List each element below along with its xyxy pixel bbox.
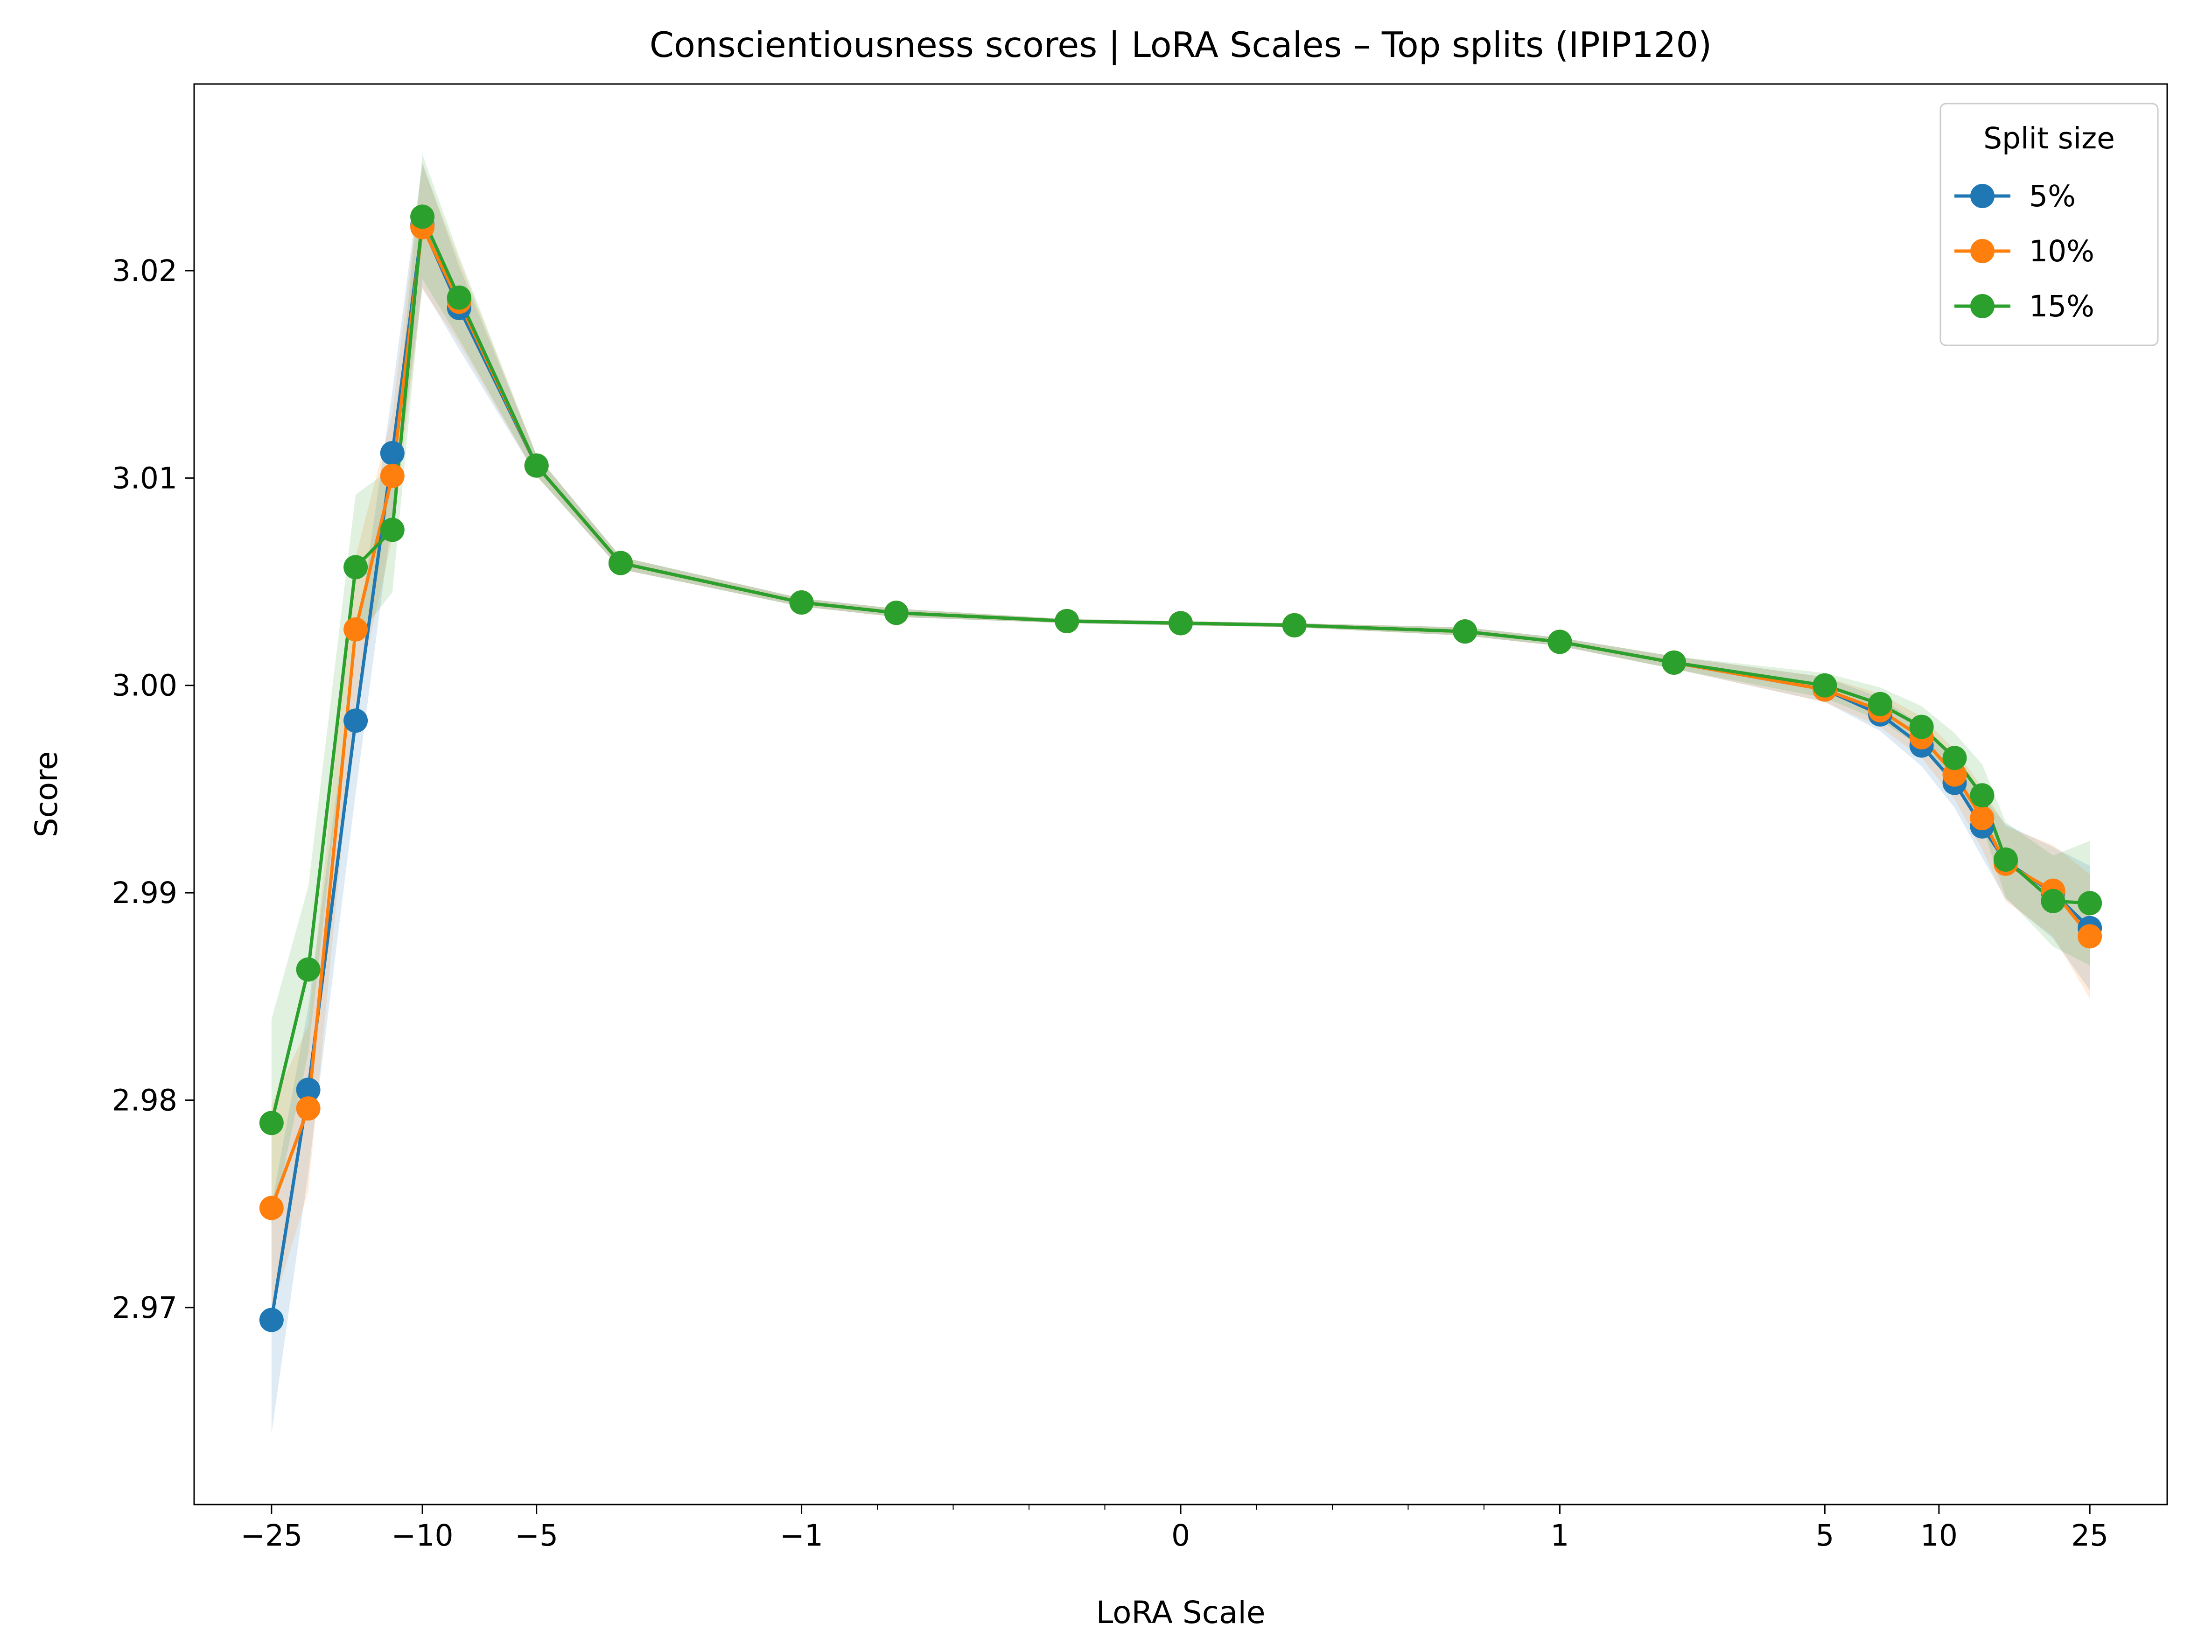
data-point-1 — [259, 1308, 284, 1332]
data-point-3 — [380, 518, 405, 542]
data-point-2 — [2078, 924, 2102, 949]
data-point-3 — [1547, 630, 1572, 654]
y-tick-label: 2.98 — [112, 1083, 177, 1117]
data-point-3 — [1453, 619, 1477, 644]
data-point-3 — [789, 590, 814, 615]
legend: Split size 5% 10% 15% — [1939, 103, 2159, 346]
chart-title: Conscientiousness scores | LoRA Scales –… — [650, 24, 1712, 65]
x-axis: −25 −10 −5 −1 0 1 5 10 25 — [240, 1505, 2108, 1553]
data-point-2 — [380, 463, 405, 488]
data-point-3 — [296, 957, 321, 982]
data-point-3 — [1909, 714, 1934, 739]
x-tick-label: −10 — [392, 1519, 454, 1553]
points-layer — [259, 204, 2102, 1332]
data-point-3 — [1868, 692, 1893, 716]
data-point-3 — [1169, 611, 1193, 636]
data-point-3 — [608, 551, 633, 575]
x-tick-label: 5 — [1815, 1519, 1834, 1553]
data-point-2 — [343, 617, 368, 642]
y-axis: 2.97 2.98 2.99 3.00 3.01 3.02 — [112, 254, 194, 1325]
confidence-band-3 — [271, 154, 2090, 1227]
data-point-1 — [296, 1078, 321, 1102]
data-point-3 — [2078, 891, 2102, 916]
legend-label-3: 15% — [2029, 289, 2094, 323]
y-tick-label: 2.99 — [112, 876, 177, 910]
legend-marker-1 — [1970, 184, 1995, 208]
data-point-3 — [1813, 673, 1837, 698]
data-point-3 — [1662, 650, 1686, 675]
x-tick-label: 1 — [1550, 1519, 1569, 1553]
data-point-3 — [259, 1111, 284, 1135]
x-tick-label: 0 — [1171, 1519, 1190, 1553]
x-tick-label: −5 — [515, 1519, 558, 1553]
y-tick-label: 3.00 — [112, 669, 177, 703]
plot-area — [259, 154, 2102, 1434]
legend-box — [1939, 103, 2159, 346]
data-point-3 — [884, 601, 909, 625]
legend-marker-2 — [1970, 239, 1995, 263]
data-point-2 — [296, 1096, 321, 1121]
data-point-3 — [447, 285, 471, 310]
x-axis-label: LoRA Scale — [1096, 1595, 1266, 1631]
data-point-3 — [2041, 889, 2065, 913]
data-point-2 — [259, 1196, 284, 1220]
x-tick-label: 10 — [1920, 1519, 1958, 1553]
data-point-2 — [1970, 806, 1995, 831]
x-tick-label: −25 — [240, 1519, 302, 1553]
data-point-3 — [1055, 609, 1079, 633]
x-tick-label: 25 — [2071, 1519, 2108, 1553]
y-axis-label: Score — [28, 751, 64, 838]
y-tick-label: 3.02 — [112, 254, 177, 288]
legend-title: Split size — [1983, 121, 2115, 155]
legend-label-2: 10% — [2029, 234, 2094, 268]
data-point-1 — [380, 441, 405, 465]
confidence-band-2 — [271, 165, 2090, 1312]
x-tick-label: −1 — [780, 1519, 823, 1553]
data-point-2 — [1942, 762, 1967, 787]
y-tick-label: 2.97 — [112, 1291, 177, 1325]
data-point-3 — [410, 204, 435, 229]
data-point-1 — [343, 708, 368, 733]
data-point-3 — [1282, 613, 1307, 637]
data-point-3 — [343, 555, 368, 580]
legend-entries: 5% 10% 15% — [1954, 179, 2094, 323]
y-tick-label: 3.01 — [112, 461, 177, 495]
legend-label-1: 5% — [2029, 179, 2076, 213]
data-point-3 — [1970, 783, 1995, 808]
legend-marker-3 — [1970, 294, 1995, 318]
data-point-3 — [524, 453, 549, 478]
data-point-3 — [1942, 746, 1967, 770]
data-point-3 — [1993, 847, 2018, 872]
